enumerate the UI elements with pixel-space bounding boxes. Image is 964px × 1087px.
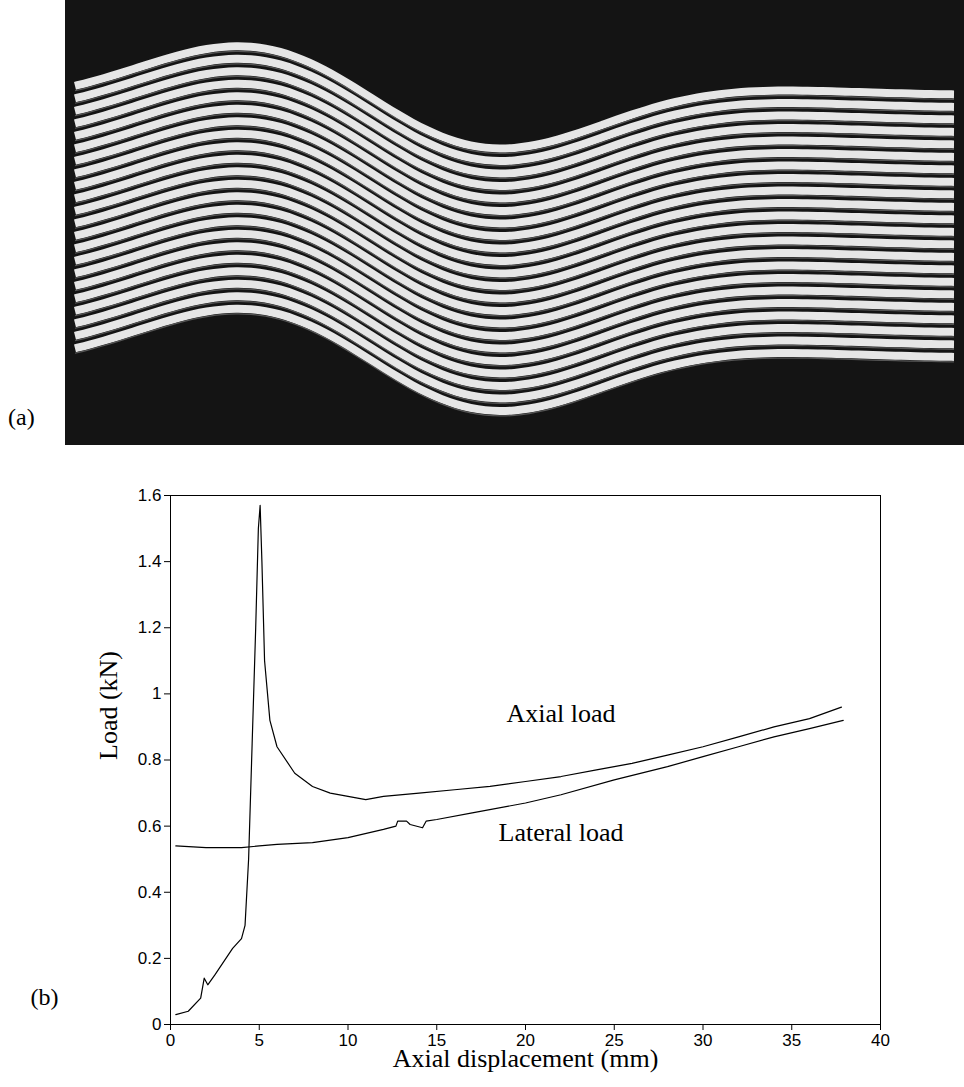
svg-text:15: 15 xyxy=(427,1030,447,1050)
svg-text:0.6: 0.6 xyxy=(138,817,162,836)
svg-text:0.8: 0.8 xyxy=(138,750,162,769)
svg-text:40: 40 xyxy=(871,1031,890,1050)
svg-text:1: 1 xyxy=(152,684,161,703)
svg-text:10: 10 xyxy=(339,1031,358,1050)
svg-text:25: 25 xyxy=(604,1030,624,1050)
svg-text:1.2: 1.2 xyxy=(138,618,162,637)
svg-text:30: 30 xyxy=(694,1031,713,1050)
svg-text:0: 0 xyxy=(152,1015,161,1034)
svg-text:Lateral load: Lateral load xyxy=(499,818,624,847)
svg-text:35: 35 xyxy=(782,1031,801,1050)
svg-text:0.2: 0.2 xyxy=(138,949,162,968)
svg-text:(a): (a) xyxy=(8,404,35,430)
svg-text:20: 20 xyxy=(516,1030,535,1050)
svg-text:Load (kN): Load (kN) xyxy=(94,651,123,760)
svg-text:5: 5 xyxy=(255,1031,264,1050)
svg-text:1.4: 1.4 xyxy=(138,552,162,571)
svg-text:0: 0 xyxy=(166,1031,175,1050)
svg-text:0.4: 0.4 xyxy=(138,883,162,902)
svg-text:Axial displacement (mm): Axial displacement (mm) xyxy=(393,1044,659,1073)
svg-text:Axial load: Axial load xyxy=(506,699,615,728)
svg-text:(b): (b) xyxy=(31,984,59,1010)
svg-text:1.6: 1.6 xyxy=(138,486,162,505)
